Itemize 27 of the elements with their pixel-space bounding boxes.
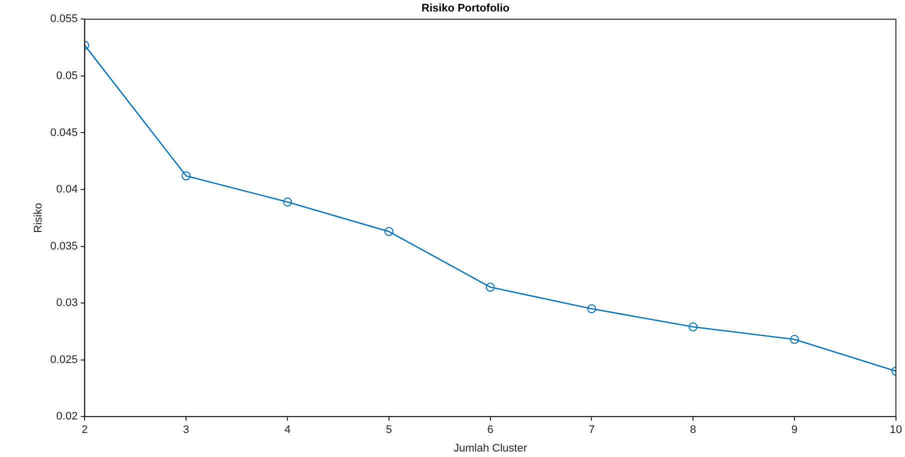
x-tick-label: 3 (183, 424, 190, 436)
point (486, 282, 495, 292)
y-tick-label: 0.025 (50, 354, 78, 366)
x-tick-label: 8 (690, 424, 696, 436)
y-tick-label: 0.04 (56, 184, 78, 196)
x-tick-label: 9 (791, 424, 798, 436)
y-tick-label: 0.045 (50, 126, 78, 139)
x-axis-title: Jumlah Cluster (454, 442, 528, 454)
point (790, 334, 799, 344)
x-tick-label: 10 (890, 424, 902, 436)
y-tick-label: 0.035 (50, 240, 78, 252)
y-tick-label: 0.02 (56, 410, 78, 423)
x-tick-label: 2 (82, 424, 88, 436)
x-tick-label: 5 (386, 424, 392, 436)
point (688, 322, 698, 332)
x-tick-label: 4 (284, 424, 291, 436)
point (384, 227, 394, 236)
x-tick-label: 6 (487, 424, 494, 436)
y-tick-label: 0.05 (56, 70, 78, 82)
y-tick-label: 0.03 (56, 297, 78, 310)
point (283, 198, 292, 207)
point (587, 304, 596, 314)
y-tick-label: 0.055 (50, 13, 78, 26)
y-axis-title: Risiko (32, 202, 45, 233)
x-tick-label: 7 (588, 424, 595, 436)
point (182, 171, 191, 180)
chart-title: Risiko Portofolio (422, 2, 510, 15)
